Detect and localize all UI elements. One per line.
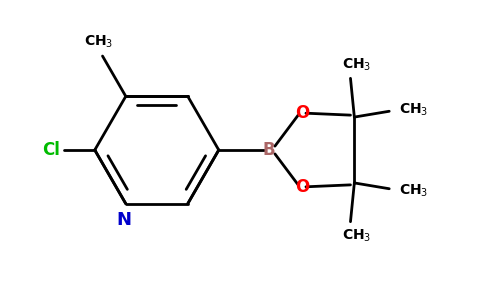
Text: Cl: Cl — [42, 141, 60, 159]
Text: CH$_3$: CH$_3$ — [84, 34, 113, 50]
Text: CH$_3$: CH$_3$ — [342, 227, 371, 244]
Text: CH$_3$: CH$_3$ — [399, 182, 428, 199]
Text: N: N — [116, 212, 131, 230]
Text: O: O — [295, 104, 309, 122]
Text: CH$_3$: CH$_3$ — [342, 56, 371, 73]
Text: CH$_3$: CH$_3$ — [399, 101, 428, 118]
Text: O: O — [295, 178, 309, 196]
Text: B: B — [263, 141, 275, 159]
